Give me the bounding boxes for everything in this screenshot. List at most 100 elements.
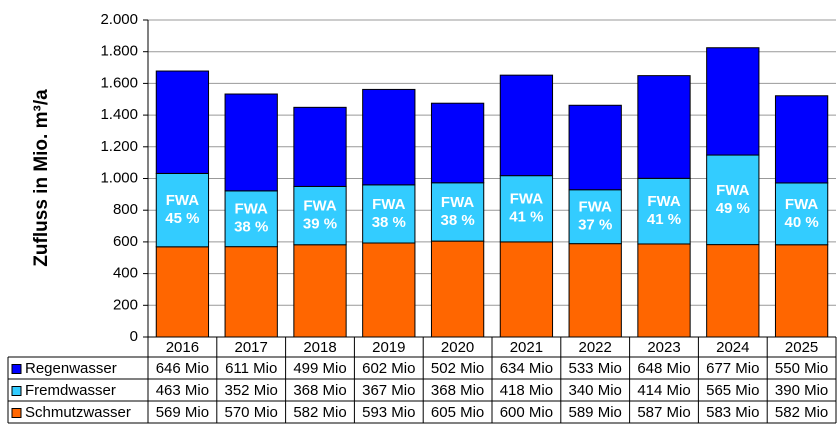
- table-value: 352 Mio: [225, 382, 278, 399]
- bar-segment: [706, 47, 760, 156]
- bar-segment: [706, 244, 760, 338]
- bar-segment: [499, 241, 554, 338]
- table-value: 368 Mio: [293, 382, 346, 399]
- x-tick-label: 2017: [235, 339, 268, 356]
- legend-label: Regenwasser: [25, 360, 117, 377]
- table-value: 583 Mio: [706, 404, 759, 421]
- annotation: 38 %: [234, 219, 268, 236]
- table-value: 602 Mio: [362, 360, 415, 377]
- bar-segment: [568, 104, 622, 191]
- y-tick-label: 1.400: [100, 106, 138, 123]
- bar-segment: [293, 185, 347, 246]
- legend-label: Fremdwasser: [25, 382, 116, 399]
- y-tick-label: 400: [113, 265, 138, 282]
- annotation-title: FWA: [647, 193, 680, 210]
- annotation-title: FWA: [579, 199, 612, 216]
- legend-swatch: [11, 364, 22, 374]
- table-value: 463 Mio: [156, 382, 209, 399]
- table-value: 570 Mio: [225, 404, 278, 421]
- bar-segment: [362, 184, 416, 244]
- annotation-title: FWA: [372, 196, 405, 213]
- table-value: 502 Mio: [431, 360, 484, 377]
- y-tick-label: 0: [130, 328, 138, 345]
- bar-segment: [637, 75, 691, 179]
- y-tick-label: 800: [113, 201, 138, 218]
- table-value: 418 Mio: [500, 382, 553, 399]
- bar-segment: [155, 70, 210, 174]
- x-tick-label: 2020: [441, 339, 474, 356]
- annotation-title: FWA: [510, 191, 543, 208]
- bar-segment: [774, 95, 829, 184]
- annotation: 41 %: [509, 209, 543, 226]
- bar-segment: [362, 88, 416, 186]
- bar-segment: [155, 172, 210, 248]
- table-value: 605 Mio: [431, 404, 484, 421]
- table-value: 582 Mio: [775, 404, 828, 421]
- y-tick-label: 1.800: [100, 43, 138, 60]
- annotation-title: FWA: [441, 194, 474, 211]
- annotation: 38 %: [372, 214, 406, 231]
- bar-segment: [499, 74, 554, 177]
- table-value: 569 Mio: [156, 404, 209, 421]
- x-tick-label: 2024: [716, 339, 749, 356]
- annotation: 37 %: [578, 217, 612, 234]
- bar-segment: [774, 182, 829, 246]
- bar-segment: [430, 102, 485, 184]
- annotation: 49 %: [716, 200, 750, 217]
- bar-segment: [293, 244, 347, 338]
- table-value: 582 Mio: [293, 404, 346, 421]
- legend-label: Schmutzwasser: [25, 404, 131, 421]
- annotation: 45 %: [165, 210, 199, 227]
- annotation-title: FWA: [785, 196, 818, 213]
- bar-segment: [568, 189, 622, 245]
- table-value: 367 Mio: [362, 382, 415, 399]
- annotation-title: FWA: [716, 182, 749, 199]
- annotation: 41 %: [647, 211, 681, 228]
- table-value: 677 Mio: [706, 360, 759, 377]
- y-tick-label: 600: [113, 233, 138, 250]
- x-tick-label: 2018: [303, 339, 336, 356]
- table-value: 634 Mio: [500, 360, 553, 377]
- table-value: 390 Mio: [775, 382, 828, 399]
- bar-segment: [430, 182, 485, 242]
- annotation-title: FWA: [235, 201, 268, 218]
- x-tick-label: 2022: [579, 339, 612, 356]
- bar-segment: [706, 154, 760, 246]
- x-tick-label: 2016: [166, 339, 199, 356]
- x-tick-label: 2021: [510, 339, 543, 356]
- annotation: 40 %: [784, 214, 818, 231]
- annotation: 38 %: [440, 212, 474, 229]
- legend-swatch: [11, 386, 22, 396]
- table-value: 550 Mio: [775, 360, 828, 377]
- y-axis-label: Zufluss in Mio. m³/a: [31, 89, 52, 267]
- table-value: 611 Mio: [225, 360, 277, 377]
- table-value: 648 Mio: [637, 360, 690, 377]
- table-value: 414 Mio: [637, 382, 690, 399]
- y-tick-label: 1.200: [100, 138, 138, 155]
- legend-swatch: [11, 408, 22, 418]
- table-value: 646 Mio: [156, 360, 209, 377]
- bar-segment: [224, 93, 278, 192]
- bar-segment: [224, 246, 278, 338]
- y-tick-label: 1.600: [100, 74, 138, 91]
- annotation: 39 %: [303, 216, 337, 233]
- x-tick-label: 2019: [372, 339, 405, 356]
- table-value: 593 Mio: [362, 404, 415, 421]
- bar-segment: [362, 242, 416, 338]
- bar-segment: [774, 244, 829, 338]
- bar-segment: [430, 240, 485, 338]
- x-tick-label: 2025: [785, 339, 818, 356]
- table-value: 368 Mio: [431, 382, 484, 399]
- bar-segment: [293, 106, 347, 187]
- y-tick-label: 2.000: [100, 11, 138, 28]
- x-tick-label: 2023: [647, 339, 680, 356]
- table-value: 587 Mio: [637, 404, 690, 421]
- bar-segment: [155, 246, 210, 338]
- bar-segment: [568, 243, 622, 338]
- bar-segment: [224, 190, 278, 248]
- y-tick-label: 200: [113, 296, 138, 313]
- table-value: 589 Mio: [569, 404, 622, 421]
- y-tick-label: 1.000: [100, 169, 138, 186]
- table-value: 600 Mio: [500, 404, 553, 421]
